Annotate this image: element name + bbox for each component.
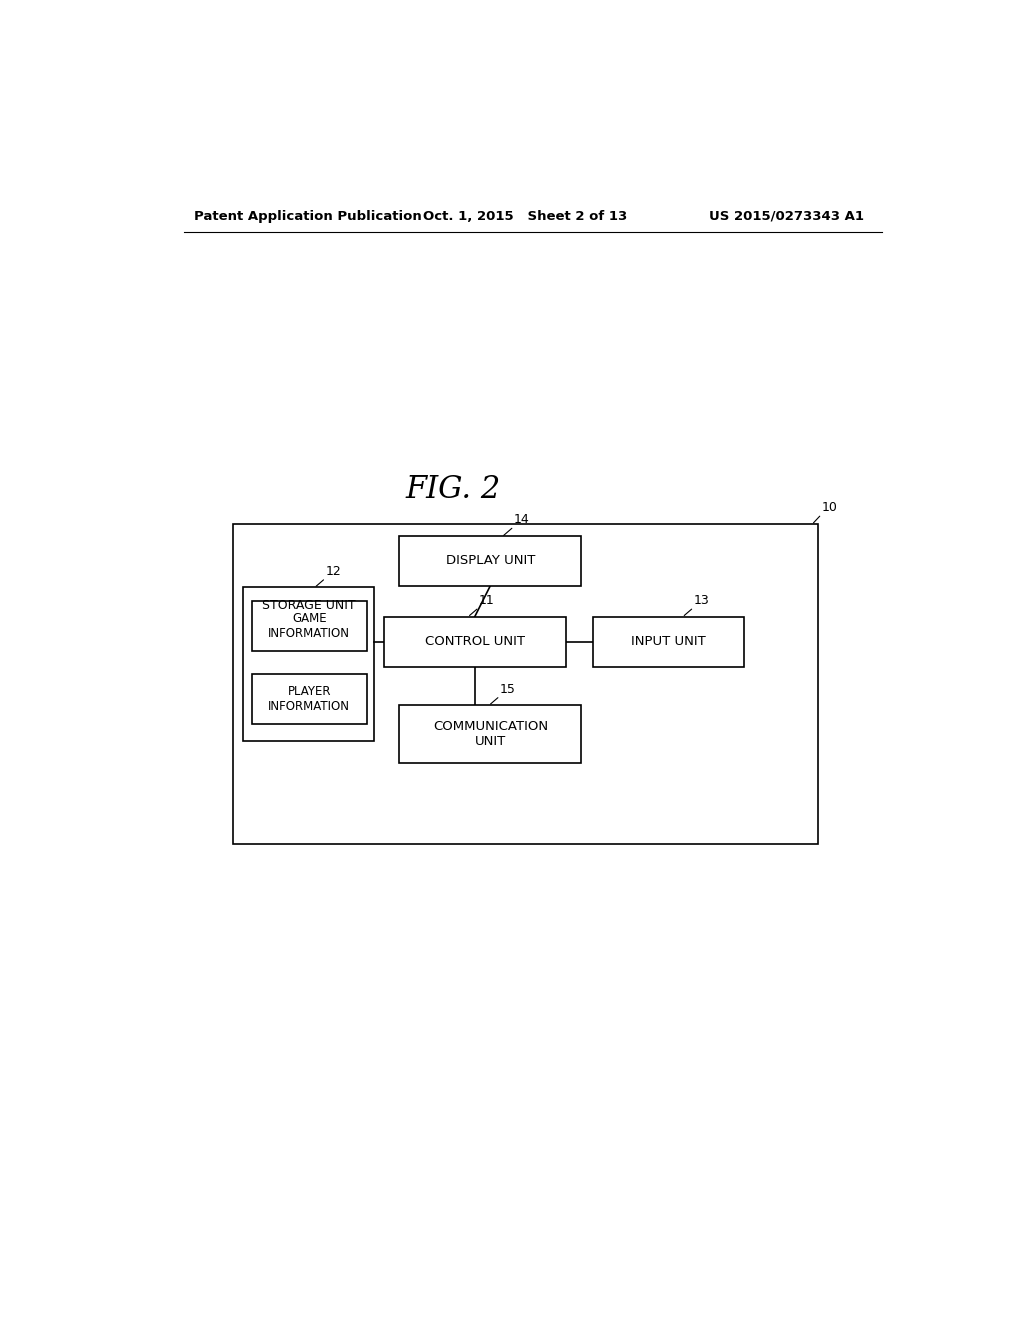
Text: 10: 10 xyxy=(821,502,838,515)
Text: CONTROL UNIT: CONTROL UNIT xyxy=(425,635,525,648)
Text: 14: 14 xyxy=(514,513,529,527)
Text: DISPLAY UNIT: DISPLAY UNIT xyxy=(445,554,535,568)
Text: FIG. 2: FIG. 2 xyxy=(406,474,501,506)
Text: STORAGE UNIT: STORAGE UNIT xyxy=(262,599,355,612)
Text: PLAYER
INFORMATION: PLAYER INFORMATION xyxy=(268,685,350,713)
Bar xyxy=(384,616,566,667)
Bar xyxy=(593,616,744,667)
Text: 15: 15 xyxy=(500,682,516,696)
Text: 12: 12 xyxy=(326,565,341,578)
Bar xyxy=(399,705,582,763)
Bar xyxy=(252,675,367,725)
Text: US 2015/0273343 A1: US 2015/0273343 A1 xyxy=(710,210,864,223)
Text: GAME
INFORMATION: GAME INFORMATION xyxy=(268,612,350,640)
Text: 11: 11 xyxy=(479,594,495,607)
Bar xyxy=(399,536,582,586)
Text: 13: 13 xyxy=(693,594,710,607)
Text: Patent Application Publication: Patent Application Publication xyxy=(194,210,422,223)
Bar xyxy=(252,601,367,651)
Text: Oct. 1, 2015   Sheet 2 of 13: Oct. 1, 2015 Sheet 2 of 13 xyxy=(423,210,627,223)
Text: INPUT UNIT: INPUT UNIT xyxy=(631,635,706,648)
Text: COMMUNICATION
UNIT: COMMUNICATION UNIT xyxy=(433,719,548,748)
Bar xyxy=(243,587,375,742)
Bar xyxy=(232,524,818,843)
